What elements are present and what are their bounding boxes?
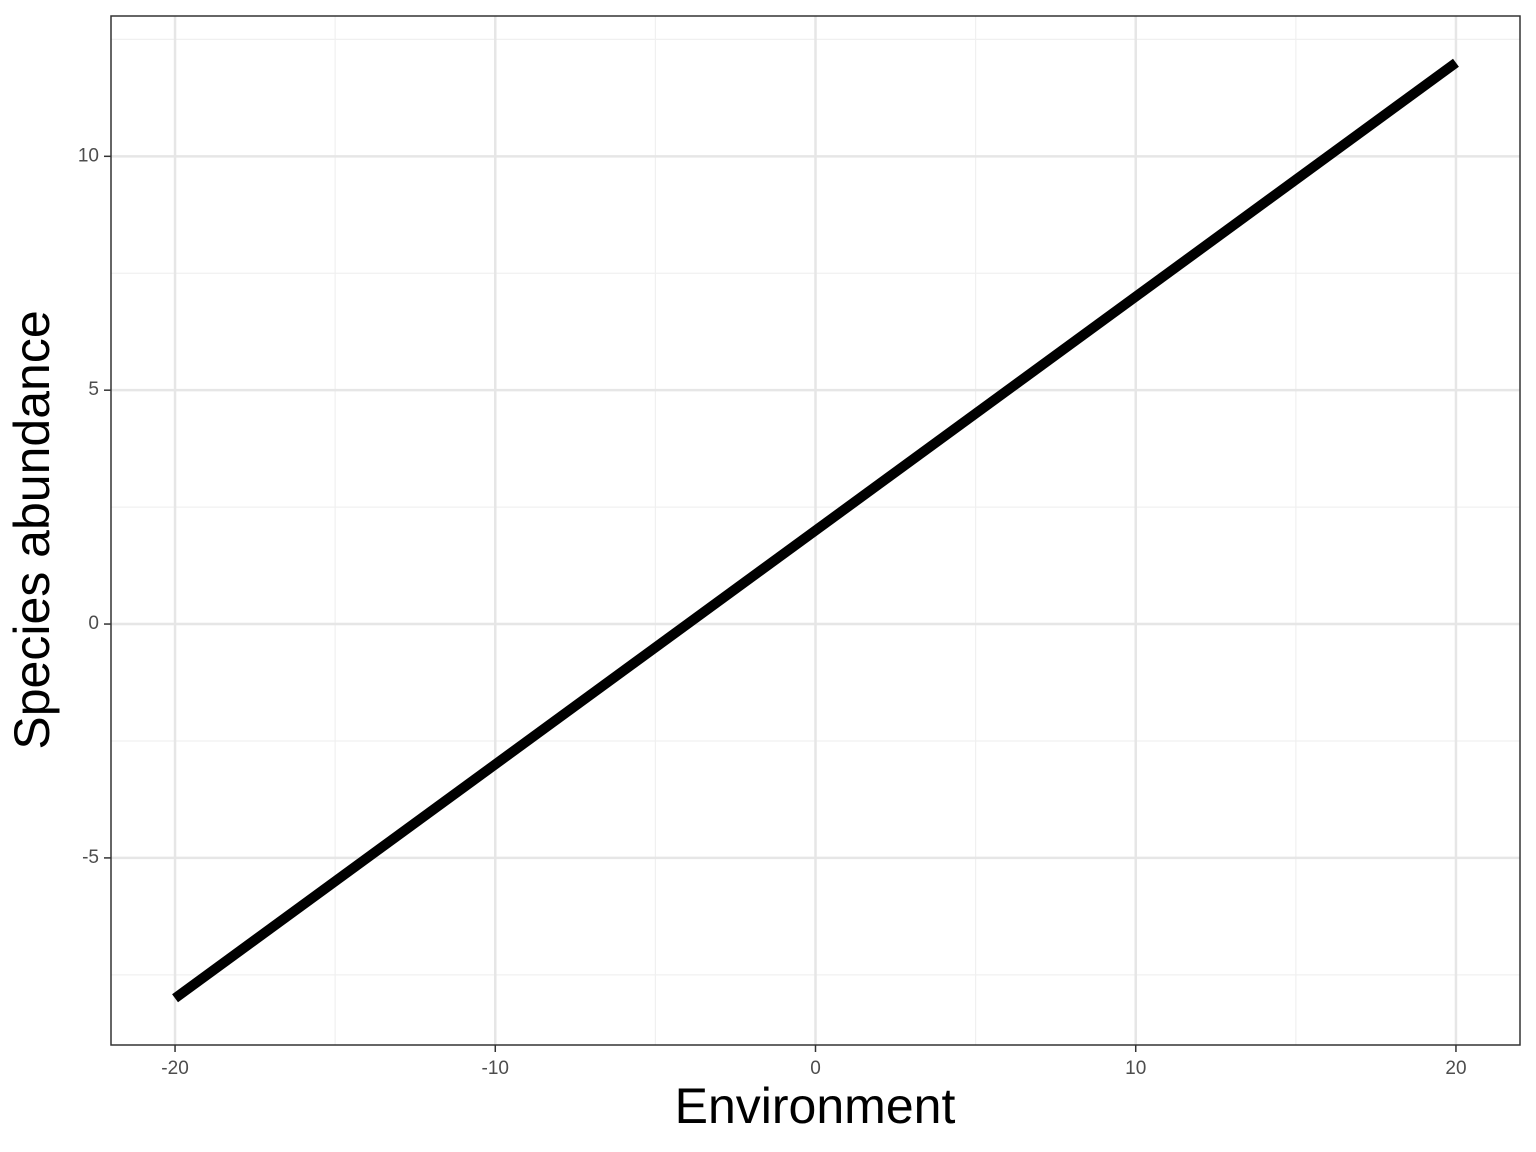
line <box>172 58 1459 1003</box>
y-axis-title: Species abundance <box>4 310 60 749</box>
y-tick-label: 0 <box>88 613 99 634</box>
x-tick-label: 0 <box>810 1058 821 1079</box>
y-tick-label: 5 <box>88 379 99 400</box>
x-tick-label: -10 <box>482 1058 509 1079</box>
x-tick-label: 10 <box>1125 1058 1146 1079</box>
y-tick-label: 10 <box>78 145 99 166</box>
y-tick-label: -5 <box>82 847 99 868</box>
x-tick-label: -20 <box>161 1058 188 1079</box>
x-axis-title: Environment <box>675 1078 956 1134</box>
x-tick-label: 20 <box>1445 1058 1466 1079</box>
panel-border <box>110 15 1521 1046</box>
